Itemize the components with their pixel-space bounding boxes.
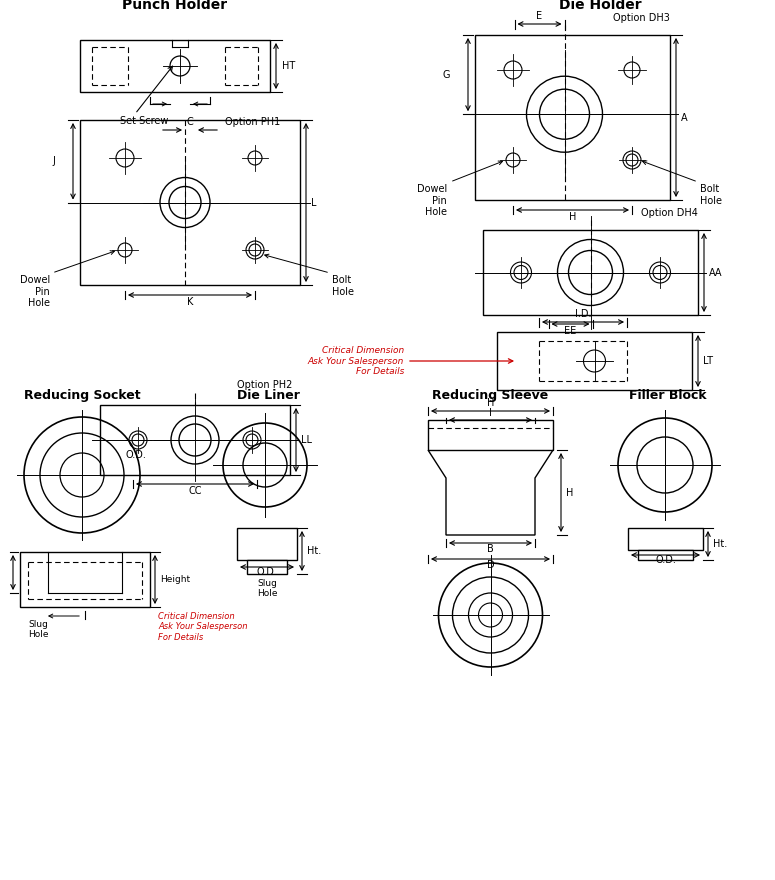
Text: Bolt
Hole: Bolt Hole (332, 275, 354, 297)
Text: Reducing Sleeve: Reducing Sleeve (432, 389, 548, 402)
Text: I.D.: I.D. (575, 309, 591, 319)
Bar (80, 40, 270, 92)
Bar (80, 120, 300, 285)
Text: H: H (569, 212, 576, 222)
Text: Slug
Hole: Slug Hole (28, 620, 48, 640)
Bar (483, 230, 698, 315)
Text: Punch Holder: Punch Holder (122, 0, 228, 12)
Text: H: H (566, 488, 574, 497)
Text: HT: HT (282, 61, 295, 71)
Text: J: J (52, 157, 55, 166)
Bar (100, 405, 290, 475)
Text: AA: AA (709, 268, 722, 277)
Text: E: E (536, 11, 542, 21)
Text: O.D.: O.D. (126, 450, 147, 460)
Text: I: I (489, 408, 492, 418)
Text: Height: Height (160, 575, 190, 584)
Text: Ht.: Ht. (713, 539, 727, 549)
Text: K: K (187, 297, 193, 307)
Bar (428, 420, 553, 450)
Bar (20, 552, 150, 607)
Text: Dowel
Pin
Hole: Dowel Pin Hole (19, 275, 50, 308)
Bar (247, 560, 287, 574)
Text: O.D.: O.D. (257, 567, 277, 577)
Text: Dowel
Pin
Hole: Dowel Pin Hole (417, 184, 447, 217)
Text: Reducing Socket: Reducing Socket (24, 389, 140, 402)
Text: LT: LT (703, 356, 713, 366)
Text: Die Liner: Die Liner (236, 389, 299, 402)
Text: C: C (187, 117, 194, 127)
Bar (475, 35, 670, 200)
Text: B: B (487, 544, 494, 554)
Text: O.D.: O.D. (655, 555, 676, 565)
Text: A: A (681, 113, 687, 122)
Text: H: H (487, 398, 494, 408)
Text: Option DH4: Option DH4 (641, 208, 698, 218)
Text: Bolt
Hole: Bolt Hole (700, 184, 722, 206)
Text: Option PH1: Option PH1 (225, 117, 281, 127)
Text: LL: LL (301, 435, 312, 445)
Text: Critical Dimension
Ask Your Salesperson
For Details: Critical Dimension Ask Your Salesperson … (158, 612, 247, 642)
Text: L: L (311, 197, 316, 208)
Bar (237, 528, 297, 560)
Text: Die Holder: Die Holder (559, 0, 642, 12)
Text: D: D (487, 560, 494, 570)
Text: Set Screw: Set Screw (120, 116, 168, 126)
Text: Critical Dimension
Ask Your Salesperson
For Details: Critical Dimension Ask Your Salesperson … (308, 346, 404, 376)
Bar (638, 550, 693, 560)
Text: Filler Block: Filler Block (629, 389, 707, 402)
Bar (497, 332, 692, 390)
Text: CC: CC (188, 486, 202, 496)
Text: Ht.: Ht. (307, 546, 322, 556)
Bar (628, 528, 703, 550)
Text: Option PH2: Option PH2 (236, 380, 292, 390)
Text: EE: EE (564, 326, 577, 336)
Text: G: G (443, 70, 450, 79)
Text: Slug
Hole: Slug Hole (257, 579, 277, 598)
Text: Option DH3: Option DH3 (613, 13, 670, 23)
